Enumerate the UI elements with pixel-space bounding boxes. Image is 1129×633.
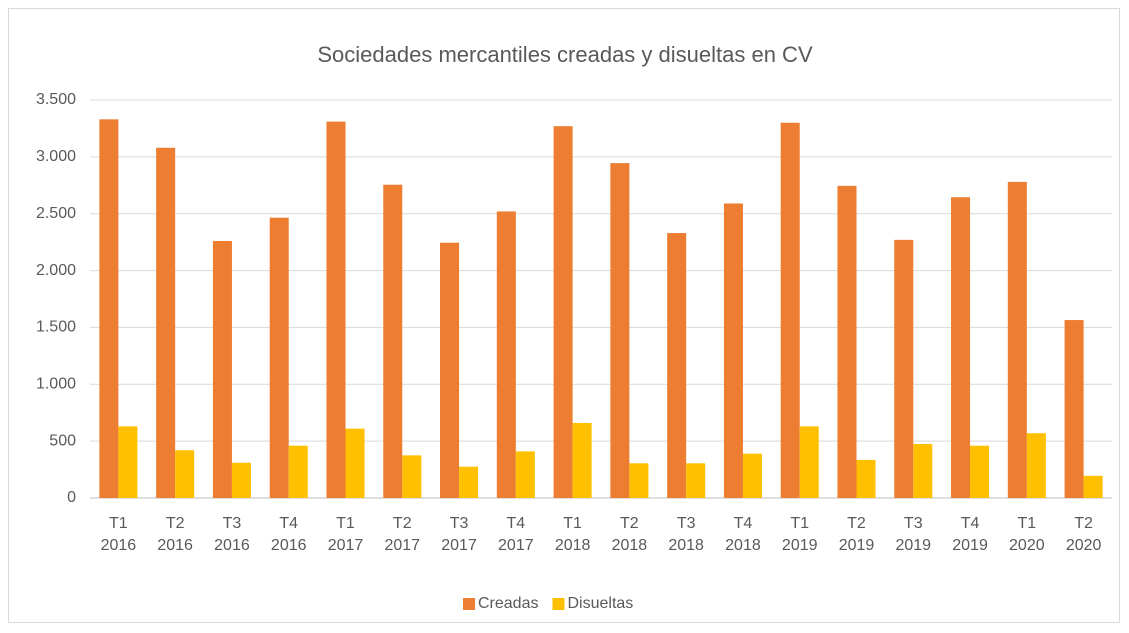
bar xyxy=(913,443,933,498)
bar xyxy=(175,450,195,498)
x-tick-label: T2 2019 xyxy=(838,515,875,554)
y-tick-label: 3.500 xyxy=(36,91,76,108)
bar xyxy=(1026,433,1046,498)
bar xyxy=(156,147,176,498)
x-tick-label: T3 2016 xyxy=(214,515,250,554)
bar xyxy=(837,185,857,498)
bar xyxy=(496,211,516,498)
y-tick-label: 3.000 xyxy=(36,148,76,165)
x-tick-label: T4 2018 xyxy=(725,515,761,554)
bar xyxy=(1007,181,1027,499)
bar xyxy=(459,466,479,498)
legend-swatch xyxy=(552,598,565,610)
x-tick-label: T2 2020 xyxy=(1065,515,1102,554)
bar xyxy=(1083,475,1103,498)
bar xyxy=(402,455,422,498)
legend-swatch xyxy=(463,598,475,610)
y-tick-label: 500 xyxy=(49,432,76,449)
x-tick-label: T4 2017 xyxy=(498,515,534,554)
bar xyxy=(288,445,308,498)
bar xyxy=(231,462,251,498)
x-tick-label: T4 2019 xyxy=(952,515,988,554)
x-tick-label: T1 2017 xyxy=(327,515,364,554)
bar xyxy=(686,463,706,498)
bar xyxy=(440,242,460,498)
x-tick-label: T2 2017 xyxy=(384,515,421,554)
bar xyxy=(345,428,365,498)
bar xyxy=(99,119,119,499)
x-tick-label: T1 2020 xyxy=(1009,515,1045,554)
y-tick-label: 2.500 xyxy=(36,205,76,222)
y-tick-label: 0 xyxy=(67,489,76,506)
x-tick-label: T3 2019 xyxy=(895,515,932,554)
bar xyxy=(742,453,762,498)
legend-label: Disueltas xyxy=(567,595,633,612)
bar xyxy=(667,233,687,498)
bar xyxy=(1064,320,1084,498)
bar xyxy=(383,184,403,498)
x-tick-label: T3 2017 xyxy=(441,515,477,554)
chart-title: Sociedades mercantiles creadas y disuelt… xyxy=(317,42,813,67)
bar xyxy=(799,426,819,498)
bar xyxy=(326,121,346,498)
bar xyxy=(515,451,535,498)
bar xyxy=(553,126,573,498)
x-tick-label: T3 2018 xyxy=(668,515,704,554)
bar xyxy=(723,203,743,499)
x-tick-label: T2 2018 xyxy=(611,515,648,554)
bar xyxy=(780,122,800,498)
bar xyxy=(856,459,876,498)
bar xyxy=(951,197,971,498)
x-tick-label: T4 2016 xyxy=(270,515,307,554)
bar xyxy=(269,217,289,499)
x-tick-label: T1 2018 xyxy=(554,515,591,554)
legend-label: Creadas xyxy=(478,595,538,612)
x-tick-label: T1 2016 xyxy=(100,515,137,554)
x-tick-label: T1 2019 xyxy=(781,515,818,554)
bar xyxy=(610,163,630,498)
bar xyxy=(212,241,232,498)
bar xyxy=(629,463,649,498)
x-tick-label: T2 2016 xyxy=(157,515,193,554)
bar xyxy=(970,445,990,498)
y-tick-label: 1.000 xyxy=(36,376,76,393)
bar xyxy=(894,239,914,498)
bar xyxy=(118,426,138,498)
y-tick-label: 2.000 xyxy=(36,262,76,279)
bar xyxy=(572,422,592,498)
y-tick-label: 1.500 xyxy=(36,319,76,336)
